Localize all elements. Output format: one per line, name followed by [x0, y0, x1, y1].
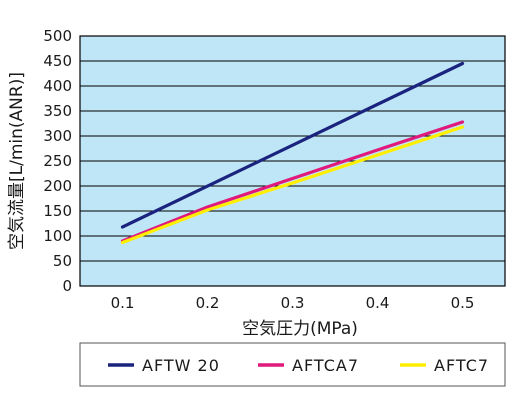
y-tick-label: 350 — [43, 102, 72, 120]
y-tick-label: 0 — [62, 277, 72, 295]
legend-label: AFTC7 — [434, 356, 489, 375]
legend-label: AFTCA7 — [292, 356, 359, 375]
x-tick-label: 0.2 — [196, 294, 220, 312]
y-tick-label: 200 — [43, 177, 72, 195]
x-tick-label: 0.5 — [451, 294, 475, 312]
legend-box — [79, 342, 506, 387]
x-axis-label: 空気圧力(MPa) — [242, 319, 358, 339]
x-tick-label: 0.1 — [111, 294, 135, 312]
y-tick-label: 50 — [53, 252, 72, 270]
plot-border — [79, 35, 506, 287]
y-tick-label: 250 — [43, 152, 72, 170]
y-tick-label: 300 — [43, 127, 72, 145]
y-tick-label: 100 — [43, 227, 72, 245]
grid-lines — [80, 60, 505, 262]
x-tick-label: 0.4 — [366, 294, 390, 312]
y-axis-label: 空気流量[L/min(ANR)] — [7, 72, 27, 250]
series-lines — [120, 61, 465, 245]
legend-label: AFTW 20 — [142, 356, 220, 375]
series-line-aftca7 — [120, 120, 465, 243]
series-line-aftw-20 — [120, 61, 465, 229]
series-line-aftc7 — [120, 125, 465, 245]
x-tick-label: 0.3 — [281, 294, 305, 312]
y-tick-label: 400 — [43, 77, 72, 95]
y-tick-label: 450 — [43, 52, 72, 70]
x-tick-labels: 0.1 0.2 0.3 0.4 0.5 — [111, 294, 475, 312]
y-tick-label: 500 — [43, 27, 72, 45]
y-tick-label: 150 — [43, 202, 72, 220]
legend: AFTW 20 AFTCA7 AFTC7 — [108, 356, 489, 375]
y-tick-labels: 0 50 100 150 200 250 300 350 400 450 500 — [43, 27, 72, 295]
